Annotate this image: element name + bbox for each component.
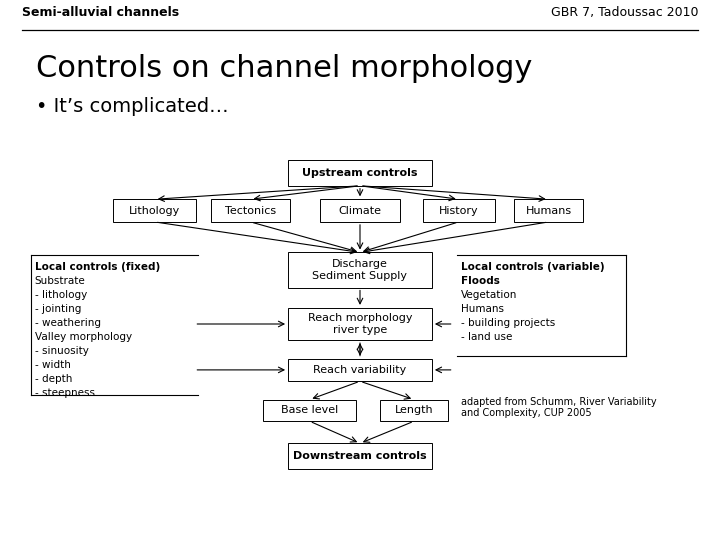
Text: Vegetation: Vegetation bbox=[461, 290, 517, 300]
FancyBboxPatch shape bbox=[288, 160, 432, 186]
Text: - jointing: - jointing bbox=[35, 304, 81, 314]
Text: Controls on channel morphology: Controls on channel morphology bbox=[36, 54, 532, 83]
Text: Substrate: Substrate bbox=[35, 276, 85, 286]
Text: • It’s complicated…: • It’s complicated… bbox=[36, 97, 229, 116]
Text: Reach variability: Reach variability bbox=[313, 365, 407, 375]
FancyBboxPatch shape bbox=[380, 400, 448, 421]
FancyBboxPatch shape bbox=[320, 199, 400, 222]
Text: History: History bbox=[438, 206, 479, 215]
FancyBboxPatch shape bbox=[288, 359, 432, 381]
Text: Climate: Climate bbox=[338, 206, 382, 215]
FancyBboxPatch shape bbox=[423, 199, 495, 222]
Text: Downstream controls: Downstream controls bbox=[293, 451, 427, 461]
Text: Reach morphology
river type: Reach morphology river type bbox=[307, 313, 413, 335]
Text: Humans: Humans bbox=[461, 304, 504, 314]
Text: Length: Length bbox=[395, 406, 433, 415]
FancyBboxPatch shape bbox=[515, 199, 583, 222]
FancyBboxPatch shape bbox=[288, 252, 432, 287]
Text: - width: - width bbox=[35, 360, 71, 370]
Text: - sinuosity: - sinuosity bbox=[35, 346, 89, 356]
Text: - land use: - land use bbox=[461, 332, 512, 342]
FancyBboxPatch shape bbox=[114, 199, 196, 222]
Text: Tectonics: Tectonics bbox=[225, 206, 276, 215]
Text: - depth: - depth bbox=[35, 374, 72, 384]
Text: Valley morphology: Valley morphology bbox=[35, 332, 132, 342]
Text: - building projects: - building projects bbox=[461, 318, 555, 328]
Text: Upstream controls: Upstream controls bbox=[302, 168, 418, 178]
Text: - steepness: - steepness bbox=[35, 388, 94, 399]
Text: Humans: Humans bbox=[526, 206, 572, 215]
Text: - weathering: - weathering bbox=[35, 318, 101, 328]
Text: Lithology: Lithology bbox=[129, 206, 181, 215]
FancyBboxPatch shape bbox=[288, 308, 432, 340]
Text: Semi-alluvial channels: Semi-alluvial channels bbox=[22, 6, 179, 19]
Text: Floods: Floods bbox=[461, 276, 500, 286]
Text: Local controls (fixed): Local controls (fixed) bbox=[35, 262, 160, 272]
Text: Base level: Base level bbox=[281, 406, 338, 415]
Text: Discharge
Sediment Supply: Discharge Sediment Supply bbox=[312, 259, 408, 281]
FancyBboxPatch shape bbox=[288, 443, 432, 469]
FancyBboxPatch shape bbox=[211, 199, 290, 222]
Text: GBR 7, Tadoussac 2010: GBR 7, Tadoussac 2010 bbox=[551, 6, 698, 19]
Text: adapted from Schumm, River Variability
and Complexity, CUP 2005: adapted from Schumm, River Variability a… bbox=[461, 397, 657, 418]
Text: Local controls (variable): Local controls (variable) bbox=[461, 262, 604, 272]
FancyBboxPatch shape bbox=[263, 400, 356, 421]
Text: - lithology: - lithology bbox=[35, 290, 87, 300]
